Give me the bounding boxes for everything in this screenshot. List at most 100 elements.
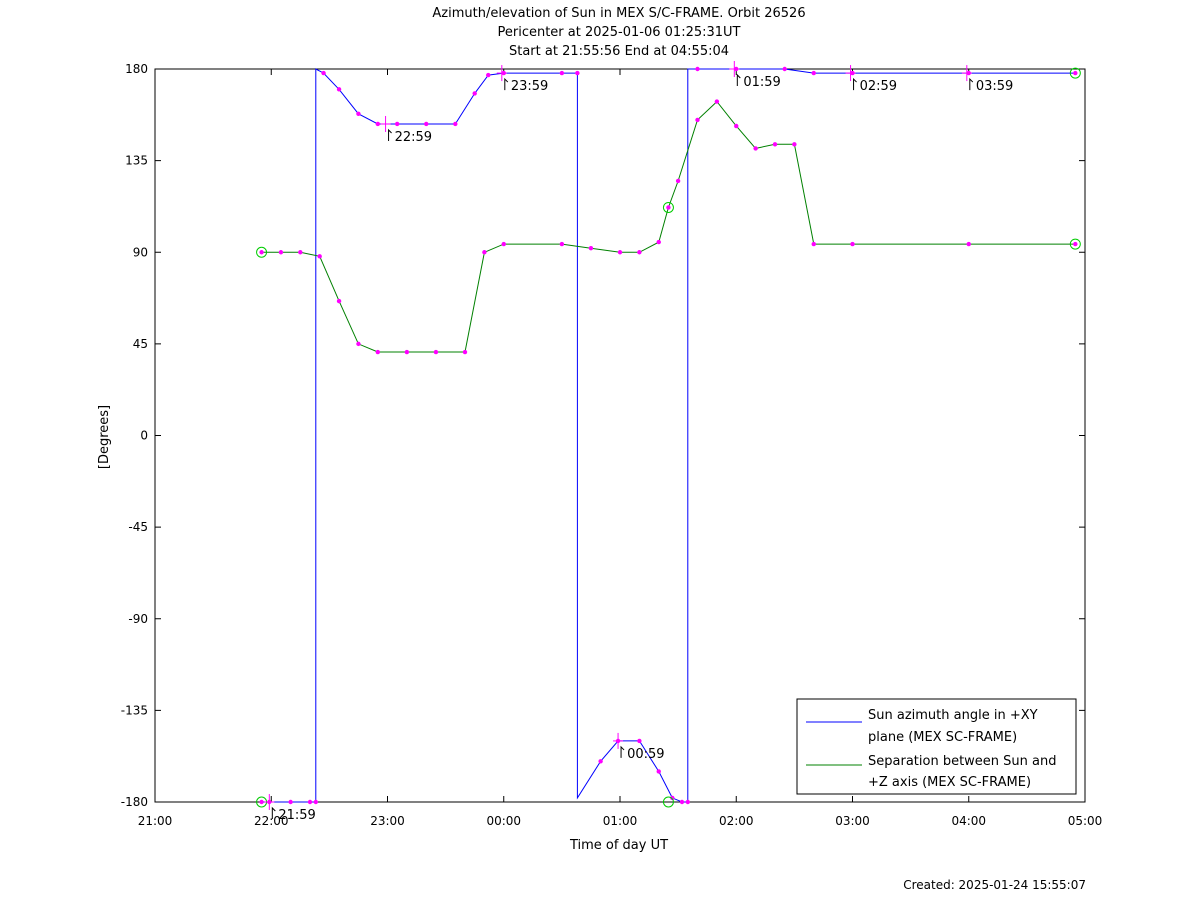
- azimuth-data-point: [307, 799, 313, 805]
- azimuth-data-point: [1073, 70, 1078, 76]
- azimuth-data-point: [559, 70, 565, 76]
- azimuth-data-point: [670, 795, 675, 801]
- separation-data-point: [259, 250, 264, 255]
- azimuth-data-point: [811, 70, 816, 76]
- endpoint-marker: [1069, 238, 1081, 250]
- x-tick-label: 02:00: [719, 814, 754, 828]
- y-tick-label: 0: [140, 429, 148, 443]
- azimuth-data-point: [394, 121, 400, 127]
- y-axis: 180 135 90 45 0 -45 -90 -135 -180: [121, 62, 1085, 809]
- azimuth-data-point: [259, 799, 264, 805]
- azimuth-data-point: [356, 111, 361, 116]
- separation-data-point: [317, 254, 322, 259]
- y-tick-label: -135: [121, 703, 148, 717]
- separation-data-point: [588, 245, 594, 251]
- y-tick-label: 45: [133, 337, 148, 351]
- separation-data-point: [375, 349, 381, 355]
- legend-separation-line-1: Separation between Sun and: [868, 754, 1056, 769]
- hour-label: 03:59: [976, 79, 1013, 94]
- separation-data-point: [675, 178, 681, 184]
- separation-data-point: [666, 205, 671, 210]
- endpoint-marker: [662, 796, 674, 808]
- separation-data-point: [433, 349, 439, 355]
- hour-label: 23:59: [511, 79, 548, 94]
- y-tick-label: 90: [133, 245, 148, 259]
- legend-azimuth-line-2: plane (MEX SC-FRAME): [868, 730, 1017, 745]
- azimuth-data-point: [375, 121, 381, 127]
- hour-label-arrow: [388, 128, 392, 141]
- azimuth-data-point: [782, 66, 787, 72]
- series-layer: [261, 68, 1076, 803]
- separation-series-line: [261, 100, 1076, 353]
- separation-data-point: [734, 123, 739, 129]
- separation-data-point: [462, 349, 468, 355]
- legend-box: [796, 698, 1077, 795]
- hour-label-arrow: [736, 73, 741, 86]
- separation-data-point: [298, 250, 303, 255]
- legend: Sun azimuth angle in +XY plane (MEX SC-F…: [796, 698, 1077, 795]
- separation-data-point: [278, 250, 284, 255]
- x-tick-label: 00:00: [486, 814, 521, 828]
- azimuth-data-point: [656, 769, 661, 774]
- chart-title-line-1: Azimuth/elevation of Sun in MEX S/C-FRAM…: [432, 6, 805, 21]
- y-axis-label: [Degrees]: [97, 405, 112, 469]
- legend-azimuth-line-1: Sun azimuth angle in +XY: [868, 708, 1038, 723]
- separation-data-point: [1073, 241, 1078, 247]
- x-tick-label: 03:00: [835, 814, 870, 828]
- separation-data-point: [336, 298, 342, 304]
- separation-data-point: [501, 241, 506, 247]
- azimuth-data-point: [424, 121, 429, 127]
- y-tick-label: -180: [121, 795, 148, 809]
- azimuth-data-point: [598, 759, 603, 764]
- azimuth-data-point: [472, 91, 477, 96]
- azimuth-data-point: [313, 799, 319, 805]
- y-tick-label: -45: [128, 520, 148, 534]
- hour-label: 22:59: [395, 130, 432, 145]
- azimuth-data-point: [679, 799, 685, 805]
- x-tick-label: 05:00: [1068, 814, 1103, 828]
- azimuth-data-point: [695, 66, 700, 72]
- azimuth-data-point: [336, 87, 342, 92]
- separation-data-point: [714, 99, 720, 104]
- separation-data-point: [695, 117, 700, 123]
- azimuth-series-line: [261, 68, 1076, 803]
- x-tick-label: 21:00: [138, 814, 173, 828]
- separation-data-point: [637, 250, 642, 255]
- endpoint-marker: [1069, 67, 1081, 79]
- separation-data-point: [617, 250, 623, 255]
- separation-data-point: [792, 142, 797, 147]
- azimuth-data-point: [288, 799, 293, 805]
- marker-layer: [256, 66, 1081, 808]
- separation-data-point: [356, 341, 361, 347]
- hour-label-arrow: [271, 806, 276, 819]
- created-timestamp: Created: 2025-01-24 15:55:07: [903, 878, 1086, 892]
- azimuth-data-point: [685, 799, 691, 805]
- plot-frame: [154, 68, 1086, 803]
- chart-title-line-3: Start at 21:55:56 End at 04:55:04: [509, 44, 729, 59]
- hour-label: 21:59: [278, 808, 315, 823]
- y-tick-label: 135: [125, 154, 148, 168]
- hour-label: 00:59: [627, 747, 664, 762]
- hour-label-arrow: [504, 77, 509, 91]
- separation-data-point: [772, 142, 778, 147]
- separation-data-point: [404, 349, 410, 355]
- azimuth-data-point: [637, 738, 642, 744]
- separation-data-point: [559, 241, 565, 247]
- time-label-layer: 21:59 22:59 23:59 00:59 01:59 02:59 03:59: [264, 61, 1013, 823]
- hour-label-arrow: [969, 77, 974, 91]
- separation-data-point: [850, 241, 855, 247]
- endpoint-marker: [662, 201, 674, 213]
- x-tick-label: 22:00: [254, 814, 289, 828]
- separation-data-point: [482, 250, 487, 255]
- hour-label-arrow: [620, 745, 625, 758]
- separation-data-point: [656, 239, 661, 245]
- separation-data-point: [753, 146, 758, 151]
- azimuth-data-point: [575, 70, 580, 76]
- separation-data-point: [966, 241, 971, 247]
- legend-separation-line-2: +Z axis (MEX SC-FRAME): [868, 775, 1031, 790]
- y-tick-label: -90: [128, 612, 148, 626]
- separation-data-point: [811, 241, 816, 247]
- y-tick-label: 180: [125, 62, 148, 76]
- hour-label: 02:59: [860, 79, 897, 94]
